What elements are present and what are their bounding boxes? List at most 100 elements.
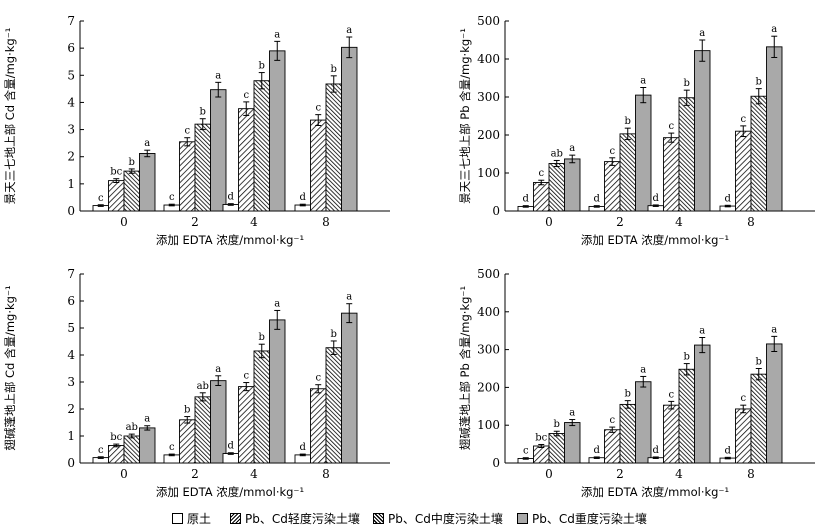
y-tick-label: 7 — [67, 267, 75, 281]
bar-heavy-4 — [269, 50, 286, 212]
significance-letter: d — [653, 445, 660, 456]
bar-heavy-0 — [139, 153, 156, 212]
significance-letter: a — [640, 76, 646, 87]
y-axis-title: 翅碱蓬地上部 Pb 含量/mg·kg⁻¹ — [458, 286, 472, 450]
y-tick-label: 300 — [477, 90, 500, 104]
bar-medium-8 — [325, 83, 342, 212]
bar-medium-0 — [548, 163, 565, 212]
significance-letter: c — [184, 126, 190, 137]
significance-letter: c — [740, 114, 746, 125]
significance-letter: c — [169, 192, 175, 203]
bar-light-8 — [310, 388, 327, 464]
significance-letter: c — [315, 373, 321, 384]
significance-letter: ab — [197, 381, 209, 392]
significance-letter: d — [300, 442, 307, 453]
significance-letter: a — [640, 364, 646, 375]
bar-medium-0 — [548, 433, 565, 464]
bar-light-2 — [604, 161, 621, 212]
bar-medium-8 — [325, 347, 342, 464]
significance-letter: ab — [126, 422, 138, 433]
significance-letter: a — [699, 326, 705, 337]
significance-letter: d — [725, 193, 732, 204]
significance-letter: c — [668, 121, 674, 132]
x-axis-title: 添加 EDTA 浓度/mmol·kg⁻¹ — [156, 233, 304, 247]
significance-letter: b — [625, 116, 631, 127]
bar-light-8 — [735, 130, 752, 212]
significance-letter: a — [274, 298, 280, 309]
bar-medium-0 — [123, 170, 140, 212]
bar-light-4 — [663, 137, 680, 212]
legend-swatch-gray — [517, 512, 528, 524]
bar-medium-4 — [253, 80, 270, 212]
significance-letter: a — [346, 292, 352, 303]
bar-light-4 — [663, 404, 680, 464]
significance-letter: a — [144, 414, 150, 425]
x-axis-title: 添加 EDTA 浓度/mmol·kg⁻¹ — [581, 485, 729, 499]
legend-swatch-white — [172, 512, 183, 524]
y-tick-label: 400 — [477, 52, 500, 66]
bar-heavy-2 — [635, 94, 652, 212]
significance-letter: b — [331, 64, 337, 75]
y-axis-title: 景天三七地上部 Cd 含量/mg·kg⁻¹ — [3, 28, 17, 205]
legend-label: Pb、Cd重度污染土壤 — [532, 511, 647, 526]
y-tick-label: 400 — [477, 305, 500, 319]
significance-letter: c — [243, 90, 249, 101]
significance-letter: d — [228, 192, 235, 203]
bar-heavy-4 — [269, 319, 286, 464]
bar-light-8 — [310, 119, 327, 212]
significance-letter: c — [523, 446, 529, 457]
significance-letter: b — [259, 332, 265, 343]
y-axis-title: 翅碱蓬地上部 Cd 含量/mg·kg⁻¹ — [3, 285, 17, 450]
y-tick-label: 0 — [492, 204, 500, 218]
significance-letter: c — [243, 371, 249, 382]
legend: 原土 Pb、Cd轻度污染土壤 Pb、Cd中度污染土壤 Pb、Cd重度污染土壤 — [0, 508, 821, 528]
x-tick-label: 4 — [250, 215, 258, 229]
significance-letter: a — [215, 70, 221, 81]
significance-letter: c — [668, 389, 674, 400]
bar-heavy-0 — [564, 158, 581, 212]
x-tick-label: 2 — [191, 467, 199, 481]
bar-light-0 — [108, 445, 125, 464]
significance-letter: d — [594, 194, 601, 205]
bar-heavy-4 — [694, 344, 711, 464]
significance-letter: b — [331, 329, 337, 340]
y-tick-label: 2 — [67, 402, 75, 416]
bar-medium-4 — [678, 97, 695, 212]
significance-letter: a — [346, 25, 352, 36]
y-tick-label: 500 — [477, 14, 500, 28]
x-tick-label: 2 — [616, 215, 624, 229]
significance-letter: a — [771, 24, 777, 35]
bar-medium-4 — [678, 368, 695, 464]
bar-heavy-8 — [341, 312, 358, 464]
legend-item-heavy-pollution: Pb、Cd重度污染土壤 — [517, 510, 647, 526]
significance-letter: b — [259, 61, 265, 72]
x-tick-label: 0 — [545, 215, 553, 229]
bar-heavy-2 — [210, 380, 227, 464]
significance-letter: b — [184, 405, 190, 416]
bar-medium-0 — [123, 435, 140, 464]
significance-letter: c — [609, 415, 615, 426]
y-tick-label: 7 — [67, 14, 75, 28]
x-tick-label: 2 — [191, 215, 199, 229]
y-axis-title: 景天三七地上部 Pb 含量/mg·kg⁻¹ — [458, 28, 472, 204]
bar-light-8 — [735, 408, 752, 464]
y-tick-label: 200 — [477, 380, 500, 394]
significance-letter: c — [740, 393, 746, 404]
significance-letter: d — [228, 441, 235, 452]
bar-heavy-8 — [766, 343, 783, 464]
significance-letter: b — [625, 389, 631, 400]
legend-swatch-dense-hatch — [373, 512, 384, 524]
legend-label: Pb、Cd中度污染土壤 — [388, 511, 503, 526]
significance-letter: b — [554, 419, 560, 430]
significance-letter: a — [144, 138, 150, 149]
x-tick-label: 0 — [120, 467, 128, 481]
significance-letter: bc — [110, 432, 122, 443]
bar-original-4 — [222, 453, 239, 464]
legend-item-medium-pollution: Pb、Cd中度污染土壤 — [373, 510, 503, 526]
significance-letter: a — [274, 29, 280, 40]
x-axis-title: 添加 EDTA 浓度/mmol·kg⁻¹ — [156, 485, 304, 499]
y-tick-label: 3 — [67, 375, 75, 389]
x-tick-label: 4 — [250, 467, 258, 481]
significance-letter: c — [315, 103, 321, 114]
